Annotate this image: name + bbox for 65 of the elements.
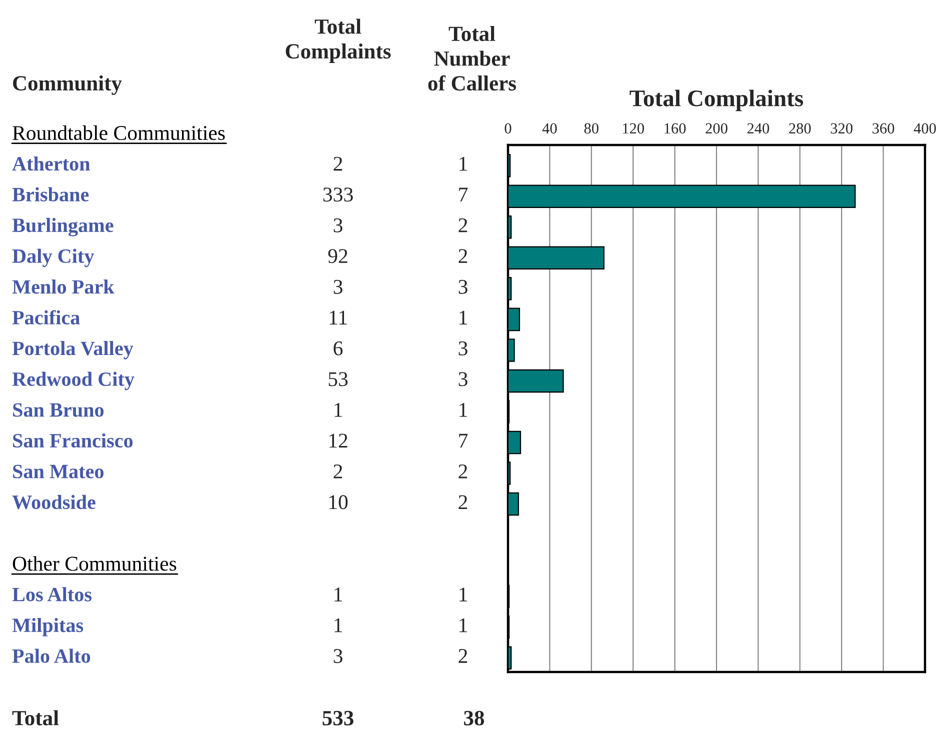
text: 3: [458, 372, 468, 386]
data-label: 1: [334, 618, 342, 632]
x2-tick-label: 80: [584, 123, 598, 134]
data-label: 2: [334, 464, 342, 478]
data-label: 11: [330, 310, 347, 324]
data-label: 6: [334, 341, 343, 356]
data-label: 3: [334, 218, 342, 232]
text: 1: [460, 618, 467, 632]
text: 2: [458, 218, 468, 232]
y-tick-label: Milpitas: [12, 618, 84, 636]
y-tick-label: Atherton: [12, 156, 90, 171]
y-tick-label: Roundtable Communities: [12, 125, 225, 140]
data-label: 10: [329, 495, 348, 510]
text: 1: [460, 402, 467, 417]
data-label: 12: [329, 434, 348, 448]
text: 2: [458, 495, 468, 510]
y-tick-label: Brisbane: [12, 187, 89, 202]
data-label: 333: [323, 188, 353, 202]
x2-tick-label: 200: [706, 123, 728, 134]
data-label: 2: [334, 156, 342, 171]
y-tick-label: Pacifica: [12, 310, 80, 324]
x2-tick-label: 120: [622, 123, 644, 134]
y-tick-label: Palo Alto: [12, 648, 90, 663]
y-tick-label: San Mateo: [13, 464, 104, 478]
text: 38: [464, 710, 484, 726]
x2-tick-label: 360: [872, 123, 894, 134]
y-tick-label: Menlo Park: [12, 280, 114, 294]
chart-title: Total Complaints: [630, 90, 804, 112]
data-label: 3: [334, 649, 342, 664]
x2-tick-label: 320: [830, 123, 852, 134]
text: 1: [460, 588, 467, 602]
y-tick-label: San Bruno: [13, 403, 104, 417]
text: 1: [460, 156, 467, 171]
y-tick-label: San Francisco: [13, 433, 133, 448]
x2-tick-label: 400: [914, 123, 936, 134]
text: 1: [460, 310, 467, 324]
x2-tick-label: 280: [789, 123, 811, 134]
text: 533: [322, 710, 354, 726]
text: 2: [458, 249, 468, 263]
text: Total Number of Callers: [428, 26, 516, 91]
data-label: 92: [328, 249, 348, 264]
text: 7: [459, 188, 468, 202]
data-label: 3: [334, 280, 342, 294]
text: Community: [13, 75, 122, 95]
y-tick-label: Redwood City: [12, 372, 134, 390]
x2-tick-label: 240: [747, 123, 770, 134]
x2-tick-label: 40: [542, 123, 557, 134]
y-tick-label: Portola Valley: [12, 341, 134, 360]
text: 7: [459, 434, 468, 448]
y-tick-label: Other Communities: [12, 556, 176, 571]
text: 2: [458, 649, 468, 663]
data-label: 1: [334, 402, 342, 417]
text: Total Complaints: [286, 18, 391, 63]
y-tick-label: Daly City: [12, 248, 94, 268]
y-tick-label: Los Altos: [12, 587, 92, 602]
y-tick-label: Burlingame: [12, 218, 114, 236]
data-label: 1: [334, 588, 342, 602]
data-label: 53: [328, 372, 348, 386]
text: 2: [458, 464, 468, 478]
text: 3: [458, 341, 468, 356]
x2-tick-label: 160: [664, 123, 686, 134]
text: Total: [12, 710, 59, 726]
y-tick-label: Woodside: [12, 494, 96, 510]
text: 3: [458, 280, 468, 294]
x2-tick-label: 0: [504, 123, 512, 134]
